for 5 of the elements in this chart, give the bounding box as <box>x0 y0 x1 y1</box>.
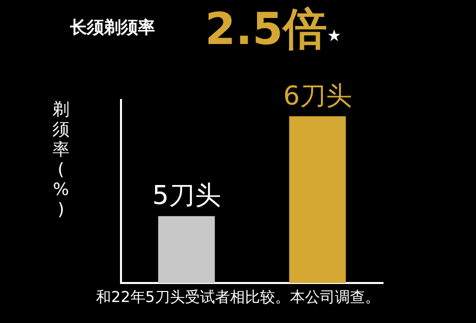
chart-title: 长须剃须率 <box>70 17 155 39</box>
x-tick-label: 5刀头 <box>152 181 221 212</box>
y-axis-title: 剃须率(%) <box>52 100 70 220</box>
x-tick-label: 6刀头 <box>283 81 352 112</box>
text: 和22年5刀头受试者相比较。本公司调查。 <box>95 288 381 307</box>
